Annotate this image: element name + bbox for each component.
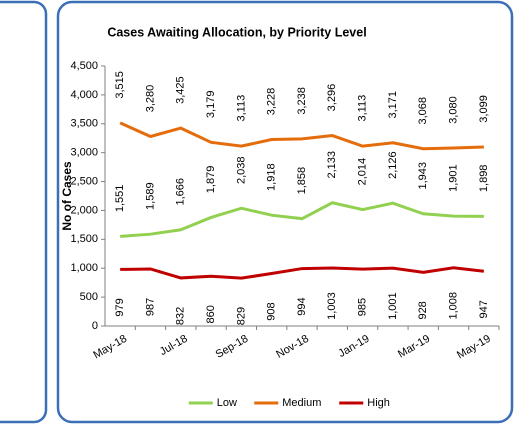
series-line xyxy=(120,266,485,280)
legend-label: High xyxy=(367,397,390,409)
data-label: 3,228 xyxy=(266,88,278,116)
data-label: 3,080 xyxy=(447,96,459,124)
y-tick-label: 500 xyxy=(80,291,98,303)
data-label: 3,515 xyxy=(114,71,126,99)
data-label: 829 xyxy=(235,307,247,325)
y-tick-label: 4,500 xyxy=(70,60,98,72)
data-label: 3,296 xyxy=(326,84,338,112)
data-label: 1,918 xyxy=(266,163,278,191)
data-label: 987 xyxy=(144,298,156,316)
data-label: 1,008 xyxy=(447,292,459,320)
legend-label: Medium xyxy=(282,397,321,409)
data-label: 3,068 xyxy=(417,97,429,125)
data-label: 1,858 xyxy=(296,167,308,195)
series-line xyxy=(120,201,484,238)
data-label: 928 xyxy=(417,301,429,319)
y-tick-label: 4,000 xyxy=(70,89,98,101)
series-line xyxy=(119,121,484,151)
data-label: 832 xyxy=(175,307,187,325)
data-label: 3,113 xyxy=(357,95,369,122)
data-label: 2,014 xyxy=(357,158,369,186)
data-label: 1,879 xyxy=(205,166,217,194)
data-label: 1,551 xyxy=(114,185,126,213)
data-label: 3,425 xyxy=(175,76,187,104)
data-label: 3,099 xyxy=(478,95,490,123)
data-label: 979 xyxy=(114,298,126,316)
data-label: 2,126 xyxy=(387,151,399,179)
y-tick-label: 2,500 xyxy=(70,175,98,187)
chart-title: Cases Awaiting Allocation, by Priority L… xyxy=(107,25,366,39)
chart-panel xyxy=(56,0,514,424)
data-label: 3,179 xyxy=(205,91,217,119)
data-label: 2,038 xyxy=(235,156,247,184)
data-label: 1,001 xyxy=(387,292,399,320)
y-tick-label: 1,500 xyxy=(70,233,98,245)
data-label: 1,943 xyxy=(417,162,429,190)
legend-label: Low xyxy=(217,397,237,409)
data-label: 994 xyxy=(296,297,308,315)
side-panel xyxy=(0,0,48,424)
data-label: 2,133 xyxy=(326,151,338,179)
y-axis-label: No of Cases xyxy=(60,161,74,231)
data-label: 985 xyxy=(357,298,369,316)
data-label: 947 xyxy=(478,300,490,318)
data-label: 1,898 xyxy=(478,165,490,193)
y-tick-label: 3,000 xyxy=(70,147,98,159)
data-label: 908 xyxy=(266,302,278,320)
data-label: 3,238 xyxy=(296,87,308,115)
y-tick-label: 1,000 xyxy=(70,262,98,274)
y-tick-label: 2,000 xyxy=(70,204,98,216)
y-tick-label: 0 xyxy=(92,320,98,332)
y-tick-label: 3,500 xyxy=(70,118,98,130)
data-label: 3,171 xyxy=(387,91,399,119)
data-label: 1,003 xyxy=(326,292,338,320)
data-label: 1,666 xyxy=(175,178,187,206)
data-label: 1,589 xyxy=(144,182,156,210)
data-label: 860 xyxy=(205,305,217,323)
data-label: 3,113 xyxy=(235,95,247,122)
data-label: 1,901 xyxy=(447,164,459,192)
data-label: 3,280 xyxy=(144,85,156,113)
